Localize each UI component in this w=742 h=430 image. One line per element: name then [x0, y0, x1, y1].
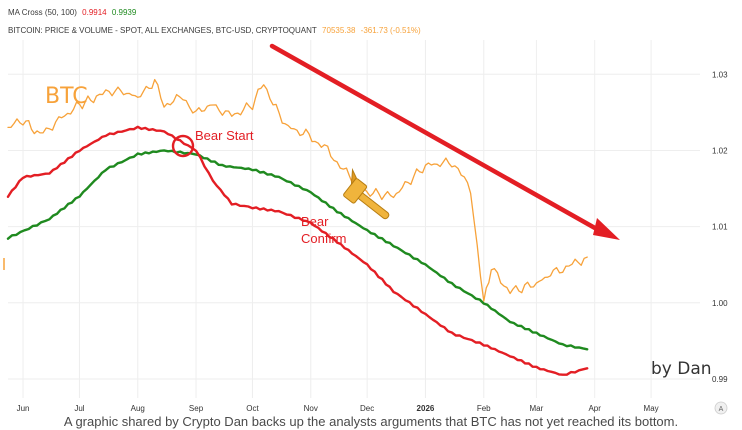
series-layer [6, 78, 589, 376]
x-tick-label: Feb [477, 404, 491, 413]
x-tick-label: Oct [246, 404, 259, 413]
legend-bitcoin: BITCOIN: PRICE & VOLUME - SPOT, ALL EXCH… [8, 26, 424, 35]
caption: A graphic shared by Crypto Dan backs up … [63, 414, 679, 429]
btc-annotation: BTC [45, 84, 88, 109]
bear-confirm-annotation-line1: Bear [301, 214, 329, 229]
x-tick-label: Jul [74, 404, 84, 413]
bear-confirm-annotation-line2: Confirm [301, 231, 347, 246]
y-tick-label: 1.03 [712, 70, 728, 79]
author-annotation: by Dan [651, 359, 712, 379]
x-tick-label: Sep [189, 404, 204, 413]
y-tick-label: 1.02 [712, 146, 728, 155]
x-tick-label: Apr [588, 404, 601, 413]
series-line-ma-50 [6, 125, 589, 376]
legend-ma-label: MA Cross (50, 100) [8, 8, 77, 17]
legend-ma-cross: MA Cross (50, 100) 0.9914 0.9939 [8, 8, 139, 17]
legend-ma100-value: 0.9939 [111, 8, 137, 17]
y-tick-label: 1.00 [712, 299, 728, 308]
x-axis: Jun Jul Aug Sep Oct Nov Dec 2026 Feb Mar Apr May [17, 404, 659, 413]
bear-start-circle [171, 134, 195, 158]
x-tick-label: Nov [304, 404, 318, 413]
legend-ma50-value: 0.9914 [82, 8, 107, 17]
y-axis: 0.99 1.00 1.01 1.02 1.03 [712, 70, 728, 384]
x-tick-label: 2026 [417, 404, 435, 413]
y-tick-label: 0.99 [712, 375, 728, 384]
x-tick-label: Aug [131, 404, 145, 413]
auto-scale-button[interactable]: A [714, 401, 728, 415]
legend-btc-label: BITCOIN: PRICE & VOLUME - SPOT, ALL EXCH… [8, 26, 317, 35]
x-tick-label: Jun [17, 404, 30, 413]
legend-btc-change: -361.73 (-0.51%) [360, 26, 421, 35]
x-tick-label: Dec [360, 404, 374, 413]
series-line-ma-100 [6, 149, 589, 351]
x-tick-label: Mar [530, 404, 544, 413]
legend-btc-price: 70535.38 [322, 26, 356, 35]
downtrend-arrow [269, 43, 620, 240]
hammer-icon [343, 167, 390, 220]
y-tick-label: 1.01 [712, 223, 728, 232]
x-tick-label: May [644, 404, 659, 413]
bear-start-annotation: Bear Start [195, 128, 254, 143]
series-line-btc [7, 78, 588, 302]
auto-scale-icon: A [719, 406, 724, 413]
